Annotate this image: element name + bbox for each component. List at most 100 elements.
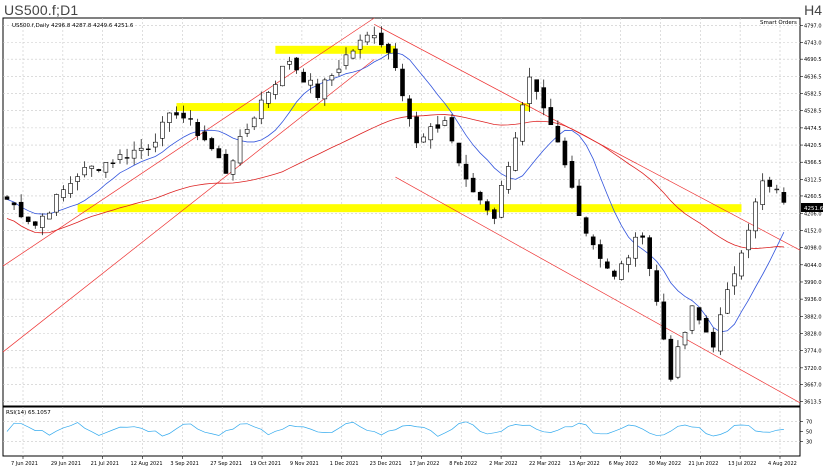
candle-body bbox=[322, 79, 328, 100]
candle-body bbox=[40, 215, 45, 228]
price-tick-label: 4312.5 bbox=[804, 177, 822, 183]
candle-body bbox=[89, 165, 95, 169]
price-tick-label: 3774.0 bbox=[804, 349, 822, 355]
candle-body bbox=[513, 137, 518, 171]
price-tick-label: 4636.5 bbox=[804, 74, 822, 80]
timeframe-label[interactable]: H4 bbox=[804, 2, 822, 18]
time-tick-label: 6 May 2022 bbox=[609, 461, 638, 467]
candle-body bbox=[654, 270, 660, 302]
time-tick-label: 21 Jul 2021 bbox=[91, 461, 119, 467]
candle-body bbox=[555, 125, 561, 143]
candle-body bbox=[612, 270, 617, 277]
zone-rect bbox=[176, 103, 530, 112]
candle-body bbox=[590, 236, 596, 246]
time-tick-label: 7 Jun 2021 bbox=[11, 461, 38, 467]
candle-body bbox=[619, 263, 624, 280]
price-tick-label: 3882.0 bbox=[804, 314, 822, 320]
candle-body bbox=[484, 201, 490, 211]
candle-body bbox=[110, 162, 116, 164]
time-tick-label: 23 Dec 2021 bbox=[370, 461, 402, 467]
candle-body bbox=[251, 117, 257, 128]
candle-body bbox=[371, 35, 377, 39]
price-tick-label: 3990.0 bbox=[804, 280, 822, 286]
candle-body bbox=[449, 117, 455, 142]
candle-body bbox=[527, 76, 532, 104]
time-tick-label: 13 Jul 2022 bbox=[728, 461, 756, 467]
candle-body bbox=[181, 112, 186, 119]
candle-body bbox=[421, 136, 426, 143]
candle-body bbox=[25, 216, 31, 222]
candle-body bbox=[626, 257, 631, 265]
candle-body bbox=[739, 252, 744, 277]
candle-body bbox=[746, 229, 751, 251]
candle-body bbox=[364, 34, 370, 43]
candle-body bbox=[718, 314, 723, 352]
candle-body bbox=[379, 32, 384, 46]
candle-body bbox=[696, 307, 702, 321]
time-tick-label: 3 Sep 2021 bbox=[170, 461, 199, 467]
time-tick-label: 4 Aug 2022 bbox=[768, 461, 797, 467]
candle-body bbox=[407, 98, 412, 120]
price-tick-label: 3720.0 bbox=[804, 366, 822, 372]
time-tick-label: 22 Mar 2022 bbox=[529, 461, 561, 467]
candle-body bbox=[308, 79, 313, 86]
candle-body bbox=[386, 43, 391, 53]
candle-body bbox=[145, 148, 151, 151]
main-chart-frame bbox=[2, 17, 801, 407]
candle-body bbox=[675, 346, 681, 378]
symbol-info-line: US500.f,Daily 4296.8 4287.8 4249.6 4251.… bbox=[12, 23, 134, 29]
candle-body bbox=[195, 122, 200, 136]
candle-body bbox=[725, 289, 730, 314]
candle-body bbox=[273, 84, 278, 95]
candle-body bbox=[244, 129, 250, 134]
time-tick-label: 8 Feb 2022 bbox=[449, 461, 477, 467]
price-tick-label: 3828.0 bbox=[804, 331, 822, 337]
candle-body bbox=[633, 236, 638, 259]
time-tick-label: 19 Oct 2021 bbox=[250, 461, 281, 467]
trendline bbox=[2, 59, 375, 353]
candle-body bbox=[167, 112, 172, 123]
price-tick-label: 4420.5 bbox=[804, 143, 822, 149]
candle-body bbox=[223, 153, 229, 174]
zone-rect bbox=[275, 45, 396, 54]
candle-body bbox=[357, 39, 363, 50]
candle-body bbox=[562, 140, 568, 166]
candle-body bbox=[569, 161, 575, 188]
price-axis: 4797.0 4743.0 4690.5 4636.5 4582.5 4528.5 4474… bbox=[800, 23, 822, 406]
ma-short-line bbox=[6, 52, 785, 333]
candle-body bbox=[343, 54, 349, 66]
candle-body bbox=[4, 196, 10, 200]
candle-body bbox=[682, 332, 688, 346]
candle-body bbox=[414, 116, 419, 144]
candle-body bbox=[647, 237, 652, 269]
candle-body bbox=[400, 68, 405, 97]
candle-body bbox=[266, 92, 271, 104]
rsi-tick-label: 50 bbox=[806, 430, 812, 436]
candle-body bbox=[138, 147, 144, 151]
time-tick-label: 27 Sep 2021 bbox=[210, 461, 242, 467]
price-tick-label: 4044.0 bbox=[804, 263, 822, 269]
candle-body bbox=[605, 261, 610, 269]
candle-body bbox=[442, 120, 448, 126]
candle-body bbox=[520, 104, 525, 142]
price-tick-label: 4690.5 bbox=[804, 57, 822, 63]
time-tick-label: 30 May 2022 bbox=[648, 461, 681, 467]
candle-body bbox=[668, 338, 674, 380]
time-tick-label: 29 Jun 2021 bbox=[51, 461, 81, 467]
candle-body bbox=[11, 202, 17, 206]
candle-body bbox=[117, 154, 123, 160]
time-tick-label: 13 Apr 2022 bbox=[569, 461, 600, 467]
time-tick-label: 1 Dec 2021 bbox=[330, 461, 359, 467]
candle-body bbox=[315, 83, 321, 98]
candle-body bbox=[174, 112, 179, 116]
candle-body bbox=[732, 273, 737, 287]
time-tick-label: 2 Mar 2022 bbox=[489, 461, 518, 467]
candle-body bbox=[583, 217, 589, 234]
candle-body bbox=[703, 317, 709, 333]
candle-body bbox=[753, 201, 758, 232]
rsi-tick-label: 70 bbox=[806, 420, 812, 426]
candle-body bbox=[301, 71, 306, 83]
candle-body bbox=[541, 87, 547, 109]
price-tick-label: 4098.0 bbox=[804, 246, 822, 252]
